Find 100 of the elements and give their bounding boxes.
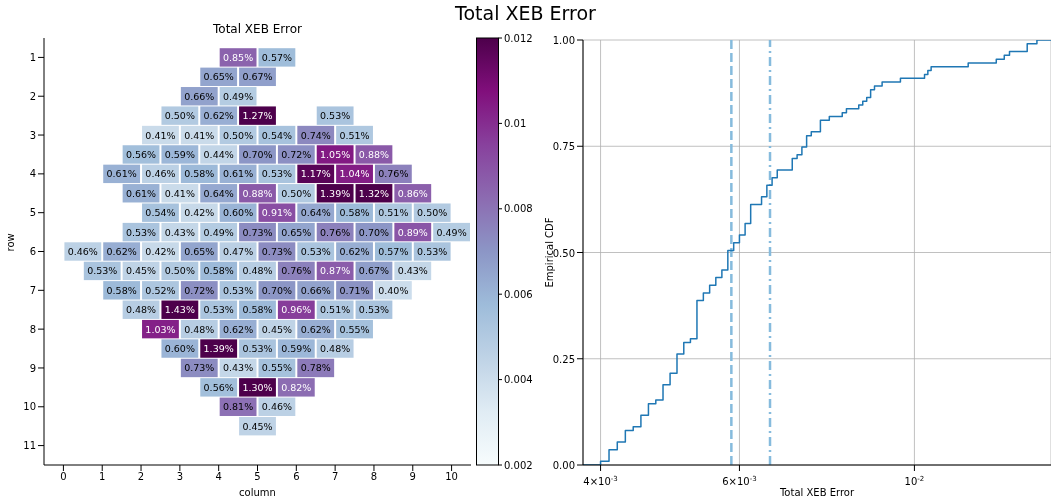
data-label: 0.78%: [300, 362, 331, 374]
x-tick-label: 10: [445, 471, 458, 483]
data-label: 0.51%: [339, 129, 370, 141]
data-label: 0.53%: [203, 304, 234, 316]
data-label: 0.55%: [339, 323, 370, 335]
data-label: 0.41%: [164, 187, 195, 199]
data-label: 1.39%: [320, 187, 351, 199]
data-label: 0.60%: [223, 207, 254, 219]
data-label: 1.32%: [358, 187, 390, 199]
color-bar-label: 0.01: [504, 117, 527, 129]
color-bar-label: 0.012: [504, 32, 533, 44]
y-tick-label: 8: [29, 323, 36, 335]
data-label: 1.05%: [320, 148, 351, 160]
y-tick-label: 0.50: [552, 247, 575, 259]
data-label: 0.66%: [184, 90, 215, 102]
x-tick-label: 6×10$^{-3}$: [722, 475, 757, 487]
y-tick-label: 11: [23, 440, 36, 452]
y-tick-label: 7: [29, 284, 36, 296]
data-label: 0.45%: [125, 265, 157, 277]
data-label: 0.46%: [145, 168, 176, 180]
data-label: 0.53%: [358, 304, 390, 316]
data-label: 0.41%: [145, 129, 176, 141]
data-label: 0.43%: [164, 226, 195, 238]
data-label: 0.59%: [281, 343, 312, 355]
x-tick-label: 1: [99, 471, 106, 483]
data-label: 0.49%: [223, 90, 254, 102]
color-bar-label: 0.002: [504, 459, 533, 471]
y-tick-label: 2: [29, 90, 36, 102]
data-label: 0.54%: [145, 207, 176, 219]
data-label: 0.53%: [125, 226, 157, 238]
data-label: 0.70%: [261, 284, 292, 296]
data-label: 0.49%: [203, 226, 234, 238]
data-label: 0.48%: [184, 323, 215, 335]
data-label: 0.48%: [125, 304, 157, 316]
data-label: 0.58%: [339, 207, 370, 219]
data-label: 0.53%: [261, 168, 292, 180]
color-bar-label: 0.004: [504, 374, 533, 386]
data-label: 0.45%: [242, 420, 273, 432]
data-label: 0.67%: [242, 71, 273, 83]
data-label: 0.62%: [300, 323, 331, 335]
data-label: 1.43%: [164, 304, 195, 316]
data-label: 0.58%: [106, 284, 137, 296]
data-label: 0.62%: [106, 246, 137, 257]
data-label: 1.27%: [242, 110, 273, 122]
x-tick-label: 7: [331, 471, 339, 483]
color-bar-label: 0.006: [504, 288, 533, 300]
data-label: 0.43%: [223, 362, 254, 374]
data-label: 0.53%: [320, 110, 351, 122]
data-label: 0.61%: [125, 187, 157, 199]
data-label: 0.53%: [223, 284, 254, 296]
y-tick-label: 1.00: [552, 35, 575, 46]
data-label: 0.76%: [378, 168, 409, 180]
data-label: 0.64%: [203, 187, 234, 199]
x-tick-label: 5: [254, 471, 261, 483]
data-label: 0.52%: [145, 284, 176, 296]
data-label: 0.96%: [281, 304, 312, 316]
data-label: 0.59%: [164, 148, 195, 160]
data-label: 0.88%: [242, 187, 273, 199]
data-label: 0.46%: [261, 401, 292, 413]
data-label: 0.81%: [223, 401, 254, 413]
data-label: 0.53%: [300, 246, 331, 257]
data-label: 0.50%: [164, 265, 195, 277]
data-label: 0.66%: [300, 284, 331, 296]
data-label: 0.73%: [184, 362, 215, 374]
data-label: 0.53%: [417, 246, 448, 257]
data-label: 1.17%: [300, 168, 331, 180]
data-label: 1.04%: [339, 168, 370, 180]
x-tick-label: 6: [293, 471, 300, 483]
x-axis-title: column: [239, 487, 276, 498]
x-tick-label: 9: [409, 471, 416, 483]
color-bar-label: 0.008: [504, 203, 533, 215]
data-label: 0.40%: [378, 284, 409, 296]
y-tick-label: 4: [29, 168, 36, 180]
data-label: 0.51%: [378, 207, 409, 219]
x-tick-label: 0: [60, 471, 67, 483]
data-label: 0.65%: [184, 246, 215, 257]
data-label: 0.76%: [281, 265, 312, 277]
data-label: 0.64%: [300, 207, 331, 219]
y-tick-label: 10: [23, 401, 36, 413]
data-label: 0.48%: [242, 265, 273, 277]
data-label: 0.62%: [339, 246, 370, 257]
data-label: 0.55%: [261, 362, 292, 374]
data-label: 1.30%: [242, 381, 273, 393]
data-label: 0.89%: [397, 226, 428, 238]
data-label: 0.57%: [378, 246, 409, 257]
y-tick-label: 0.25: [552, 353, 575, 365]
data-label: 0.49%: [436, 226, 467, 238]
data-label: 1.03%: [145, 323, 176, 335]
data-label: 0.53%: [242, 343, 273, 355]
data-label: 0.74%: [300, 129, 331, 141]
data-label: 0.65%: [203, 71, 234, 83]
data-label: 1.39%: [203, 343, 234, 355]
data-label: 0.76%: [320, 226, 351, 238]
x-axis-title: Total XEB Error: [778, 487, 855, 498]
data-label: 0.70%: [242, 148, 273, 160]
y-tick-label: 3: [29, 129, 36, 141]
data-label: 0.65%: [281, 226, 312, 238]
data-label: 0.62%: [223, 323, 254, 335]
x-tick-label: 3: [176, 471, 184, 483]
data-label: 0.88%: [358, 148, 390, 160]
